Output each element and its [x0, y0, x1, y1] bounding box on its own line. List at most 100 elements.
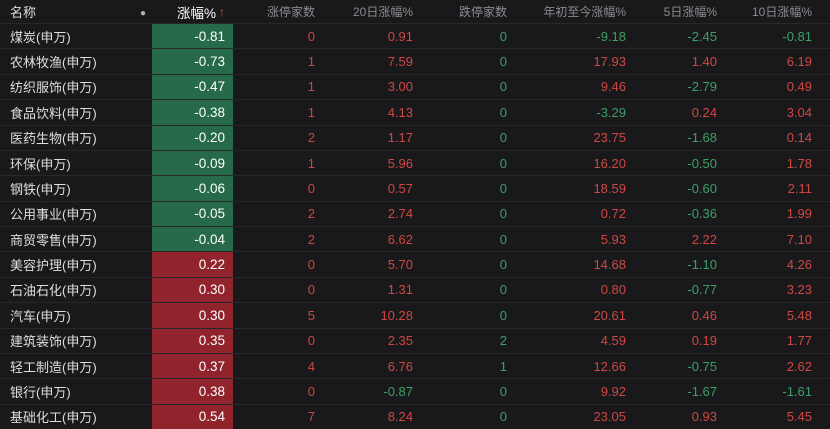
change-20day-cell: 4.13 [387, 104, 413, 120]
limit-down-count-cell: 0 [499, 130, 507, 146]
change-5day-cell: -0.75 [687, 358, 717, 374]
table-row[interactable]: 农林牧渔(申万) -0.73 1 7.59 0 17.93 1.40 6.19 [0, 48, 830, 74]
sort-ascending-icon: ↑ [219, 4, 225, 19]
change-20day-cell: 0.57 [387, 180, 413, 196]
limit-down-count-cell: 2 [499, 333, 507, 349]
limit-down-count-cell: 0 [499, 307, 507, 323]
limit-up-count-cell: 1 [307, 104, 315, 120]
ytd-change-cell: 17.93 [593, 54, 626, 70]
sector-name: 商贸零售(申万) [10, 232, 97, 248]
limit-up-count-cell: 5 [307, 307, 315, 323]
ytd-change-cell: -3.29 [596, 104, 626, 120]
table-row[interactable]: 基础化工(申万) 0.54 7 8.24 0 23.05 0.93 5.45 [0, 403, 830, 429]
ytd-change-cell: 18.59 [593, 180, 626, 196]
change-5day-cell: 2.22 [691, 231, 717, 247]
table-row[interactable]: 食品饮料(申万) -0.38 1 4.13 0 -3.29 0.24 3.04 [0, 99, 830, 125]
sector-name: 汽车(申万) [10, 308, 71, 324]
limit-up-count-cell: 0 [307, 383, 315, 399]
column-header-ytd-change[interactable]: 年初至今涨幅% [543, 5, 626, 19]
column-header-dot[interactable]: ● [134, 5, 152, 19]
change-5day-cell: -0.77 [687, 282, 717, 298]
sector-name: 银行(申万) [10, 384, 71, 400]
sector-name: 公用事业(申万) [10, 207, 97, 223]
limit-up-count-cell: 0 [307, 180, 315, 196]
limit-up-count-cell: 7 [307, 409, 315, 425]
change-5day-cell: -1.10 [687, 257, 717, 273]
ytd-change-cell: 9.46 [600, 79, 626, 95]
table-row[interactable]: 建筑装饰(申万) 0.35 0 2.35 2 4.59 0.19 1.77 [0, 327, 830, 353]
table-row[interactable]: 美容护理(申万) 0.22 0 5.70 0 14.68 -1.10 4.26 [0, 251, 830, 277]
table-row[interactable]: 汽车(申万) 0.30 5 10.28 0 20.61 0.46 5.48 [0, 302, 830, 328]
table-row[interactable]: 公用事业(申万) -0.05 2 2.74 0 0.72 -0.36 1.99 [0, 200, 830, 226]
pct-change-cell: -0.38 [152, 100, 233, 125]
change-10day-cell: 3.23 [786, 282, 812, 298]
sector-name: 钢铁(申万) [10, 181, 71, 197]
change-10day-cell: 6.19 [786, 54, 812, 70]
table-row[interactable]: 钢铁(申万) -0.06 0 0.57 0 18.59 -0.60 2.11 [0, 175, 830, 201]
limit-up-count-cell: 2 [307, 231, 315, 247]
limit-down-count-cell: 1 [499, 358, 507, 374]
limit-up-count-cell: 2 [307, 130, 315, 146]
column-header-name[interactable]: 名称 [10, 5, 37, 20]
sector-name: 农林牧渔(申万) [10, 55, 97, 71]
sector-name: 环保(申万) [10, 156, 71, 172]
column-header-pct-change[interactable]: 涨幅% ↑ [152, 0, 233, 23]
table-row[interactable]: 环保(申万) -0.09 1 5.96 0 16.20 -0.50 1.78 [0, 149, 830, 176]
change-20day-cell: 10.28 [380, 307, 413, 323]
column-header-20day-change[interactable]: 20日涨幅% [352, 5, 413, 19]
column-header-10day-change[interactable]: 10日涨幅% [751, 5, 812, 19]
ytd-change-cell: 4.59 [600, 333, 626, 349]
table-header-row: 名称 ● 涨幅% ↑ 涨停家数 20日涨幅% 跌停家数 年初至今涨幅% 5日涨幅%… [0, 0, 830, 23]
partial-next-row-cell [152, 426, 233, 429]
column-header-pct-label: 涨幅% [176, 5, 216, 21]
ytd-change-cell: 9.92 [600, 383, 626, 399]
limit-down-count-cell: 0 [499, 206, 507, 222]
column-header-5day-change[interactable]: 5日涨幅% [663, 5, 717, 19]
change-20day-cell: 0.91 [387, 28, 413, 44]
change-5day-cell: 0.93 [691, 409, 717, 425]
change-5day-cell: -0.60 [687, 180, 717, 196]
change-10day-cell: 4.26 [786, 257, 812, 273]
limit-down-count-cell: 0 [499, 54, 507, 70]
limit-down-count-cell: 0 [499, 155, 507, 171]
pct-change-cell: -0.06 [152, 176, 233, 201]
limit-down-count-cell: 0 [499, 231, 507, 247]
change-5day-cell: 0.19 [691, 333, 717, 349]
change-5day-cell: 0.46 [691, 307, 717, 323]
limit-down-count-cell: 0 [499, 282, 507, 298]
pct-change-cell: 0.37 [152, 353, 233, 379]
change-20day-cell: 6.76 [387, 358, 413, 374]
change-10day-cell: -1.61 [782, 383, 812, 399]
column-header-limit-down-count[interactable]: 跌停家数 [458, 5, 507, 19]
change-10day-cell: 1.99 [786, 206, 812, 222]
table-row[interactable]: 银行(申万) 0.38 0 -0.87 0 9.92 -1.67 -1.61 [0, 378, 830, 404]
table-row[interactable]: 石油石化(申万) 0.30 0 1.31 0 0.80 -0.77 3.23 [0, 276, 830, 303]
limit-up-count-cell: 4 [307, 358, 315, 374]
ytd-change-cell: 23.05 [593, 409, 626, 425]
table-row[interactable]: 纺织服饰(申万) -0.47 1 3.00 0 9.46 -2.79 0.49 [0, 73, 830, 100]
sector-name: 建筑装饰(申万) [10, 334, 97, 350]
pct-change-cell: -0.20 [152, 125, 233, 150]
change-5day-cell: -0.36 [687, 206, 717, 222]
pct-change-cell: -0.05 [152, 201, 233, 226]
pct-change-cell: 0.30 [152, 277, 233, 303]
limit-up-count-cell: 0 [307, 333, 315, 349]
change-20day-cell: 5.96 [387, 155, 413, 171]
change-10day-cell: 5.48 [786, 307, 812, 323]
sector-name: 医药生物(申万) [10, 131, 97, 147]
limit-down-count-cell: 0 [499, 257, 507, 273]
table-row[interactable]: 轻工制造(申万) 0.37 4 6.76 1 12.66 -0.75 2.62 [0, 352, 830, 379]
pct-change-cell: -0.47 [152, 74, 233, 100]
change-20day-cell: 5.70 [387, 257, 413, 273]
ytd-change-cell: 5.93 [600, 231, 626, 247]
table-row[interactable]: 商贸零售(申万) -0.04 2 6.62 0 5.93 2.22 7.10 [0, 226, 830, 252]
ytd-change-cell: 12.66 [593, 358, 626, 374]
change-10day-cell: 0.14 [786, 130, 812, 146]
change-5day-cell: -2.45 [687, 28, 717, 44]
table-row[interactable]: 医药生物(申万) -0.20 2 1.17 0 23.75 -1.68 0.14 [0, 124, 830, 150]
column-header-limit-up-count[interactable]: 涨停家数 [266, 5, 315, 19]
pct-change-cell: -0.81 [152, 24, 233, 49]
change-5day-cell: -1.68 [687, 130, 717, 146]
change-5day-cell: -2.79 [687, 79, 717, 95]
table-row[interactable]: 煤炭(申万) -0.81 0 0.91 0 -9.18 -2.45 -0.81 [0, 23, 830, 49]
